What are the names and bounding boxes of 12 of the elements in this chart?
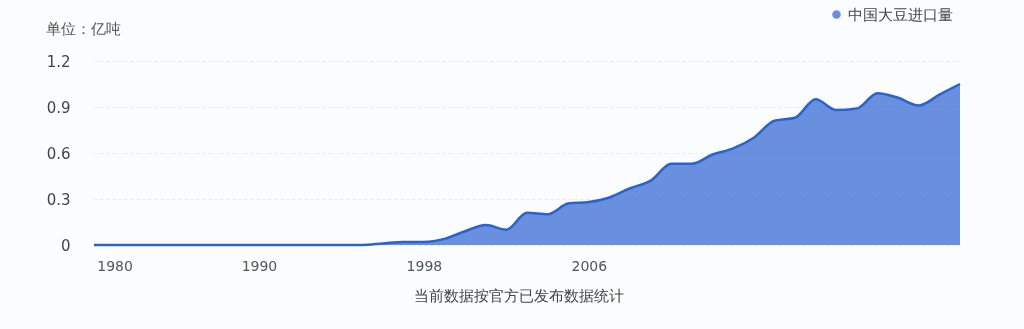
- x-tick-label: 1980: [97, 257, 133, 274]
- y-tick-label: 0.3: [46, 190, 71, 209]
- text: 当前数据按官方已发布数据统计: [414, 287, 624, 305]
- x-tick-label: 2006: [571, 257, 608, 274]
- legend-label: 中国大豆进口量: [848, 5, 953, 24]
- y-tick-label: 0.6: [46, 144, 71, 163]
- y-tick-label: 0: [60, 236, 71, 255]
- y-tick-label: 0.9: [46, 98, 71, 117]
- x-tick-label: 1990: [241, 257, 278, 274]
- y-axis-title: 单位：亿吨: [45, 19, 121, 38]
- y-tick-label: 1.2: [46, 52, 71, 71]
- x-tick-label: 1998: [406, 257, 443, 274]
